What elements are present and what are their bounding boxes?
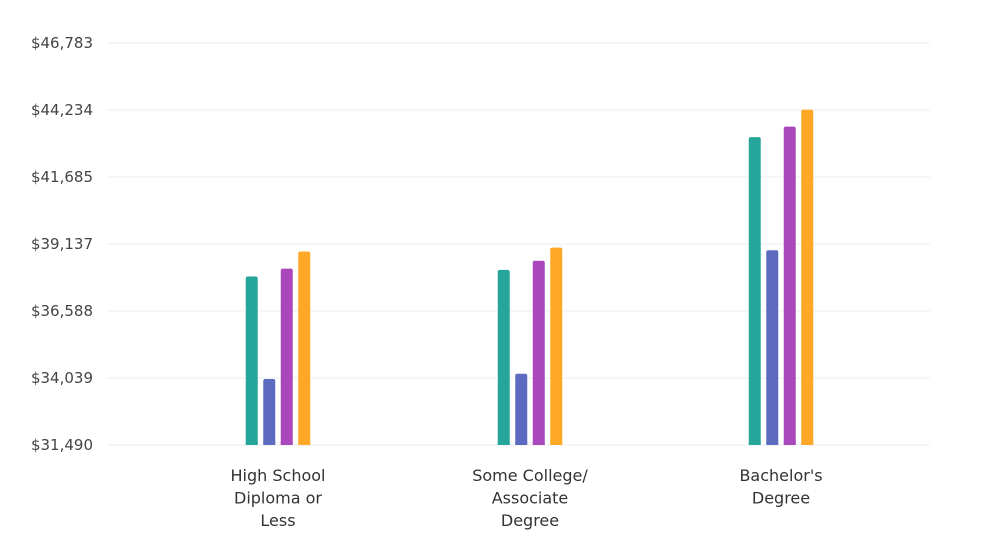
x-category-label-line: Bachelor's xyxy=(739,466,822,485)
x-category-label-line: Some College/ xyxy=(472,466,588,485)
bar xyxy=(532,260,545,445)
bar xyxy=(766,250,779,445)
bar-base xyxy=(497,442,510,445)
x-category-label-line: Degree xyxy=(501,511,559,530)
bar xyxy=(280,268,293,445)
y-tick-label: $31,490 xyxy=(31,436,93,454)
bar-base xyxy=(783,442,796,445)
y-tick-label: $44,234 xyxy=(31,101,93,119)
bar-base xyxy=(532,442,545,445)
y-tick-label: $34,039 xyxy=(31,369,93,387)
bar-base xyxy=(801,442,814,445)
bar-base xyxy=(550,442,563,445)
bar xyxy=(783,126,796,445)
x-category-label: Bachelor's Degree xyxy=(739,466,822,508)
bar xyxy=(748,137,761,445)
bar xyxy=(497,269,510,445)
bar xyxy=(515,373,528,445)
bar-base xyxy=(748,442,761,445)
x-category-label-line: Less xyxy=(260,511,295,530)
x-category-label-line: Associate xyxy=(492,489,569,508)
bar xyxy=(801,109,814,445)
bar-base xyxy=(245,442,258,445)
x-axis-category-labels: High School Diploma or Less Some College/As… xyxy=(231,466,823,530)
x-category-label-line: Diploma or xyxy=(234,489,322,508)
y-tick-label: $41,685 xyxy=(31,168,93,186)
bar-base xyxy=(298,442,311,445)
bar xyxy=(550,247,563,445)
bar-base xyxy=(515,442,528,445)
y-tick-label: $46,783 xyxy=(31,34,93,52)
x-category-label: Some College/Associate Degree xyxy=(472,466,588,530)
bar xyxy=(245,276,258,445)
gridlines xyxy=(108,42,930,446)
y-tick-label: $36,588 xyxy=(31,302,93,320)
bar-base xyxy=(766,442,779,445)
bars xyxy=(245,109,814,445)
bar-base xyxy=(263,442,276,445)
bar xyxy=(298,251,311,445)
bar-base xyxy=(280,442,293,445)
x-category-label: High School Diploma or Less xyxy=(231,466,326,530)
x-category-label-line: High School xyxy=(231,466,326,485)
y-tick-label: $39,137 xyxy=(31,235,93,253)
y-axis-tick-labels: $31,490 $34,039 $36,588 $39,137 $41,685 $44,2… xyxy=(31,34,93,454)
x-category-label-line: Degree xyxy=(752,489,810,508)
bar xyxy=(263,379,276,445)
